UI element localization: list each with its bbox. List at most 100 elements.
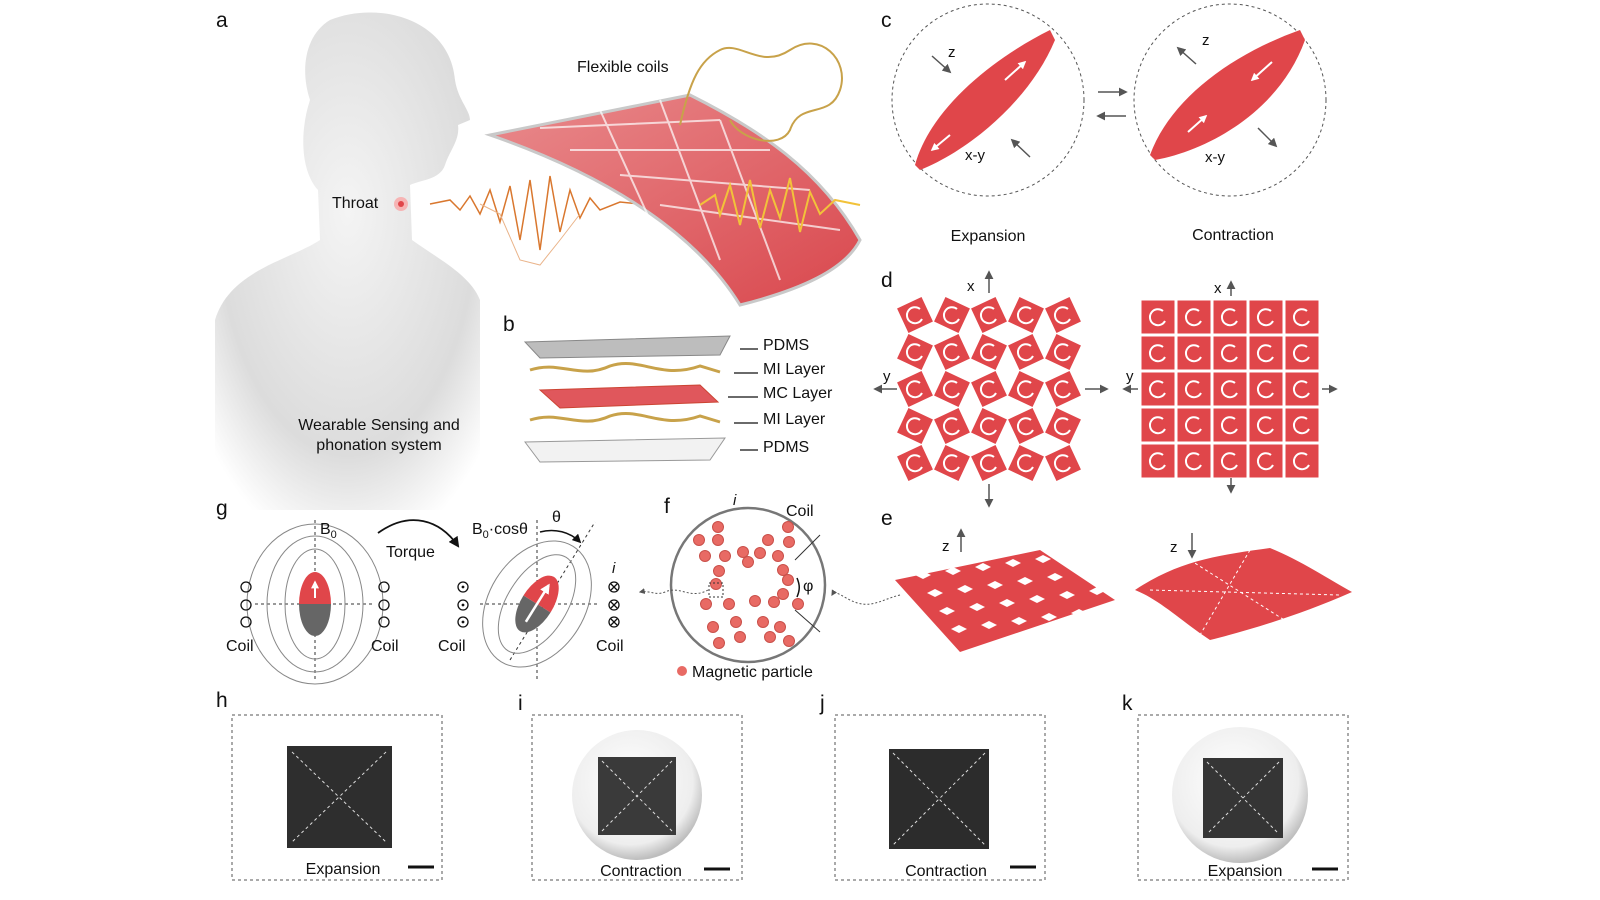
- panel-i-label: i: [518, 692, 523, 715]
- rotation-arrow-icon: [1148, 416, 1166, 435]
- rotating-square: [1248, 371, 1284, 407]
- rotating-squares-contracted: [1140, 299, 1320, 479]
- xy-axis-label: x-y: [965, 147, 985, 164]
- y-axis-label: y: [1126, 368, 1134, 385]
- muscle-expansion: [915, 30, 1055, 170]
- rotating-square: [1284, 407, 1320, 443]
- magnetic-particle: [723, 598, 735, 610]
- magnetic-particle: [782, 574, 794, 586]
- rotation-arrow-icon: [1184, 452, 1202, 471]
- rotating-square: [895, 406, 935, 446]
- kirigami-cut: [981, 621, 997, 629]
- magnetic-particle: [719, 550, 731, 562]
- selected-particle-box: [708, 582, 724, 598]
- rotation-arrow-icon: [1292, 452, 1310, 471]
- rotation-arrow-icon: [1256, 452, 1274, 471]
- photo-caption: Expansion: [306, 861, 381, 878]
- rotating-square: [1140, 407, 1176, 443]
- coil-label: Coil: [596, 638, 624, 655]
- current-label: i: [612, 560, 616, 577]
- muscle-circle-expansion: [891, 3, 1085, 197]
- magnetic-particle: [707, 621, 719, 633]
- rotation-arrow-icon: [979, 306, 997, 325]
- magnetic-particle: [782, 521, 794, 533]
- rotation-arrow-icon: [1053, 380, 1071, 399]
- rotating-square: [1248, 407, 1284, 443]
- z-axis-label: z: [948, 44, 956, 61]
- rotating-square: [1006, 369, 1046, 409]
- rotation-arrow-icon: [1148, 308, 1166, 327]
- panel-c-label: c: [881, 9, 892, 32]
- magnetic-particle: [712, 521, 724, 533]
- rotation-arrow-icon: [1220, 344, 1238, 363]
- throat-label: Throat: [332, 195, 379, 212]
- rotation-arrow-icon: [1292, 416, 1310, 435]
- magnet-south: [515, 595, 551, 633]
- magnetic-particle: [737, 546, 749, 558]
- rotation-arrow-icon: [1053, 417, 1071, 436]
- panel-b-label: b: [503, 313, 515, 336]
- magnetic-particle: [783, 536, 795, 548]
- rotation-arrow-icon: [1016, 343, 1034, 362]
- rotation-arrow-icon: [942, 306, 960, 325]
- panel-i: i Contraction: [518, 692, 743, 881]
- panel-g-label: g: [216, 497, 228, 520]
- panel-a-label: a: [216, 9, 228, 32]
- kirigami-cut: [915, 571, 931, 579]
- magnetic-particle: [730, 616, 742, 628]
- rotation-arrow-icon: [1292, 308, 1310, 327]
- panel-h: h Expansion: [216, 689, 443, 881]
- rotation-arrow-icon: [979, 380, 997, 399]
- panel-f: f φ i Coil Magnetic particle: [638, 492, 827, 681]
- rotating-square: [1212, 443, 1248, 479]
- magnetic-particle: [764, 631, 776, 643]
- rotating-square: [969, 295, 1009, 335]
- magnetic-particle: [757, 616, 769, 628]
- rotating-square: [1248, 443, 1284, 479]
- panel-d-label: d: [881, 269, 893, 292]
- rotating-square: [1140, 443, 1176, 479]
- kirigami-cut: [1041, 613, 1057, 621]
- xy-axis-label: x-y: [1205, 149, 1225, 166]
- panel-k: k Expansion: [1122, 692, 1349, 881]
- coil-label: Coil: [786, 503, 814, 520]
- kirigami-cut: [1089, 587, 1105, 595]
- rotating-square: [1248, 335, 1284, 371]
- magnetic-particle: [768, 596, 780, 608]
- magnet-south: [299, 604, 331, 636]
- rotation-arrow-icon: [979, 343, 997, 362]
- panel-e: e z z: [831, 507, 1352, 652]
- rotation-arrow-icon: [1053, 454, 1071, 473]
- rotation-arrow-icon: [1184, 344, 1202, 363]
- rotation-arrow-icon: [905, 343, 923, 362]
- layer-label: MC Layer: [763, 385, 833, 402]
- panel-d: d x y x y: [873, 269, 1338, 508]
- rotating-square: [969, 332, 1009, 372]
- kirigami-cut: [951, 625, 967, 633]
- system-label-line1: Wearable Sensing and: [298, 417, 460, 434]
- rotating-squares-expanded: [895, 295, 1083, 483]
- rotating-square: [1212, 407, 1248, 443]
- magnetic-particle: [762, 534, 774, 546]
- flexible-coil-wire: [679, 42, 843, 142]
- rotating-square: [932, 332, 972, 372]
- theta-arc-icon: [539, 529, 582, 544]
- magnetic-particle: [792, 598, 804, 610]
- kirigami-cut: [975, 563, 991, 571]
- pdms-layer-top: [523, 335, 731, 359]
- kirigami-cut: [1047, 573, 1063, 581]
- layer-label: MI Layer: [763, 411, 826, 428]
- kirigami-cut: [1011, 617, 1027, 625]
- panel-g: g B0 Coil Coil Torque θ B0·cosθ: [216, 497, 624, 685]
- muscle-circle-contraction: [1133, 3, 1327, 197]
- rotation-arrow-icon: [1148, 344, 1166, 363]
- human-silhouette: [215, 12, 480, 510]
- magnetic-particle: [774, 621, 786, 633]
- rotating-square: [895, 295, 935, 335]
- b0-label: B0: [320, 521, 337, 541]
- rotating-square: [1043, 295, 1083, 335]
- rotating-square: [1248, 299, 1284, 335]
- magnetic-particle: [700, 598, 712, 610]
- y-axis-label: y: [883, 368, 891, 385]
- rotating-square: [1284, 371, 1320, 407]
